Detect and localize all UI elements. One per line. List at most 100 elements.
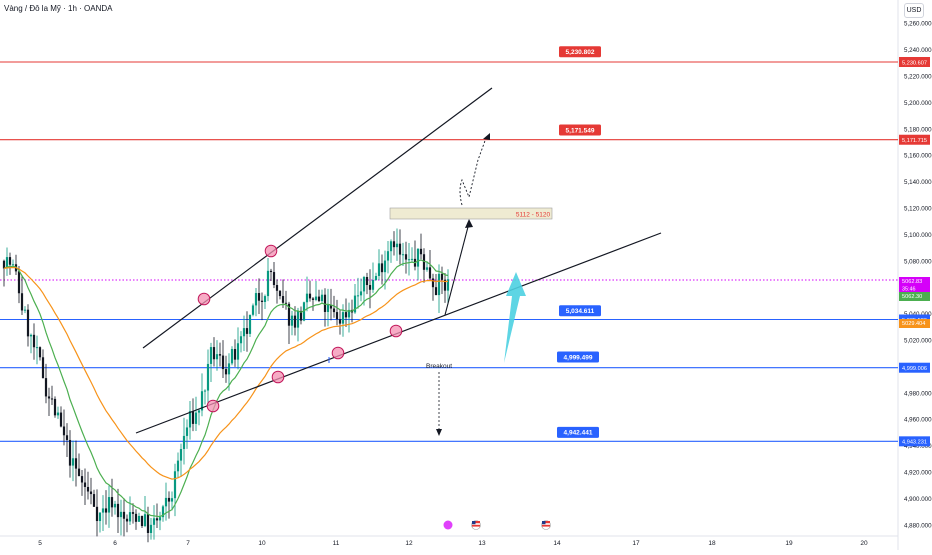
- candle-body: [347, 309, 351, 318]
- candle-body: [335, 312, 339, 320]
- candle-body: [191, 411, 195, 424]
- candle-body: [383, 260, 387, 273]
- candle-body: [239, 336, 243, 344]
- last-value-tag: [899, 292, 930, 301]
- candle-body: [338, 319, 342, 324]
- candle-body: [266, 270, 270, 297]
- candle-body: [257, 293, 261, 301]
- upper-channel-line[interactable]: [142, 87, 493, 349]
- candle-body: [101, 508, 105, 513]
- candle-body: [149, 524, 153, 534]
- level-callout-label: 5,171.549: [566, 127, 595, 134]
- candle-body: [359, 291, 363, 296]
- candle-body: [65, 435, 69, 440]
- candle-body: [50, 398, 54, 400]
- candle-body: [74, 458, 78, 469]
- candle-body: [122, 511, 126, 519]
- candle-body: [434, 287, 438, 296]
- candle-body: [416, 248, 420, 267]
- breakout-dotted-head: [436, 429, 442, 436]
- level-callout-box: [559, 305, 601, 317]
- candle-body: [305, 293, 309, 303]
- candle-body: [59, 412, 63, 427]
- candle-body: [179, 449, 183, 461]
- candle-body: [233, 349, 237, 360]
- candle-body: [140, 515, 144, 527]
- candle-body: [443, 279, 447, 291]
- candle-body: [38, 347, 42, 358]
- candle-body: [104, 508, 108, 513]
- candle-body: [41, 357, 45, 379]
- level-callout-label: 4,942.441: [564, 430, 593, 437]
- candle-body: [431, 278, 435, 288]
- candle-body: [224, 369, 228, 375]
- price-tick-label: 5,180.000: [904, 126, 932, 133]
- currency-button[interactable]: USD: [904, 3, 924, 18]
- candle-body: [164, 497, 168, 507]
- candle-body: [428, 267, 432, 279]
- candle-body: [188, 411, 192, 428]
- candle-body: [215, 354, 219, 360]
- axis-level-tag: [899, 362, 930, 373]
- candle-body: [353, 295, 357, 313]
- candle-body: [5, 257, 9, 269]
- candle-body: [146, 514, 150, 534]
- candle-body: [410, 258, 414, 260]
- axis-level-tag: [899, 436, 930, 447]
- time-tick-label: 6: [113, 540, 117, 547]
- candle-body: [8, 257, 12, 265]
- candle-body: [86, 486, 90, 492]
- candle-body: [422, 254, 426, 270]
- candle-body: [11, 264, 15, 266]
- candle-body: [68, 439, 72, 466]
- candle-body: [344, 312, 348, 318]
- time-tick-label: 14: [553, 540, 561, 547]
- candle-body: [269, 270, 273, 273]
- candle-body: [119, 511, 123, 518]
- candle-body: [260, 300, 264, 302]
- candle-body: [242, 328, 246, 337]
- candle-body: [290, 315, 294, 326]
- flag-canton: [472, 521, 476, 525]
- candle-body: [110, 497, 114, 508]
- candle-body: [116, 503, 120, 518]
- candle-body: [236, 343, 240, 360]
- candle-body: [221, 355, 225, 370]
- candle-body: [296, 310, 300, 328]
- price-tick-label: 5,120.000: [904, 206, 932, 213]
- candle-body: [95, 506, 99, 522]
- candle-body: [317, 296, 321, 302]
- target-zone-box[interactable]: [389, 207, 553, 220]
- axis-level-tag-label: 4,943.231: [902, 440, 927, 446]
- level-callout-box: [559, 46, 601, 58]
- flag-stripe: [542, 524, 550, 527]
- candle-body: [440, 273, 444, 280]
- candle-body: [134, 513, 138, 522]
- candle-body: [155, 518, 159, 521]
- level-callout-box: [559, 124, 601, 136]
- candle-body: [173, 471, 177, 499]
- dotted-projection-path: [459, 137, 487, 206]
- axis-level-tag: [899, 56, 930, 67]
- candle-body: [83, 482, 87, 487]
- breakout-label: Breakout: [426, 363, 452, 370]
- candle-body: [341, 312, 345, 324]
- event-marker-icon[interactable]: [443, 520, 453, 530]
- candle-body: [23, 309, 27, 311]
- time-tick-label: 11: [333, 540, 340, 547]
- price-tick-label: 5,200.000: [904, 100, 932, 107]
- time-tick-label: 20: [860, 540, 868, 547]
- candle-body: [281, 296, 285, 303]
- projection-arrow-line: [444, 222, 470, 316]
- candle-body: [152, 518, 156, 525]
- candle-body: [314, 296, 318, 300]
- candle-body: [170, 498, 174, 502]
- candle-body: [362, 276, 366, 292]
- touch-point-marker: [389, 324, 403, 338]
- candle-body: [332, 308, 336, 313]
- candle-body: [113, 503, 117, 508]
- axis-level-tag-label: 5,230.607: [902, 60, 927, 66]
- price-tick-label: 5,160.000: [904, 153, 932, 160]
